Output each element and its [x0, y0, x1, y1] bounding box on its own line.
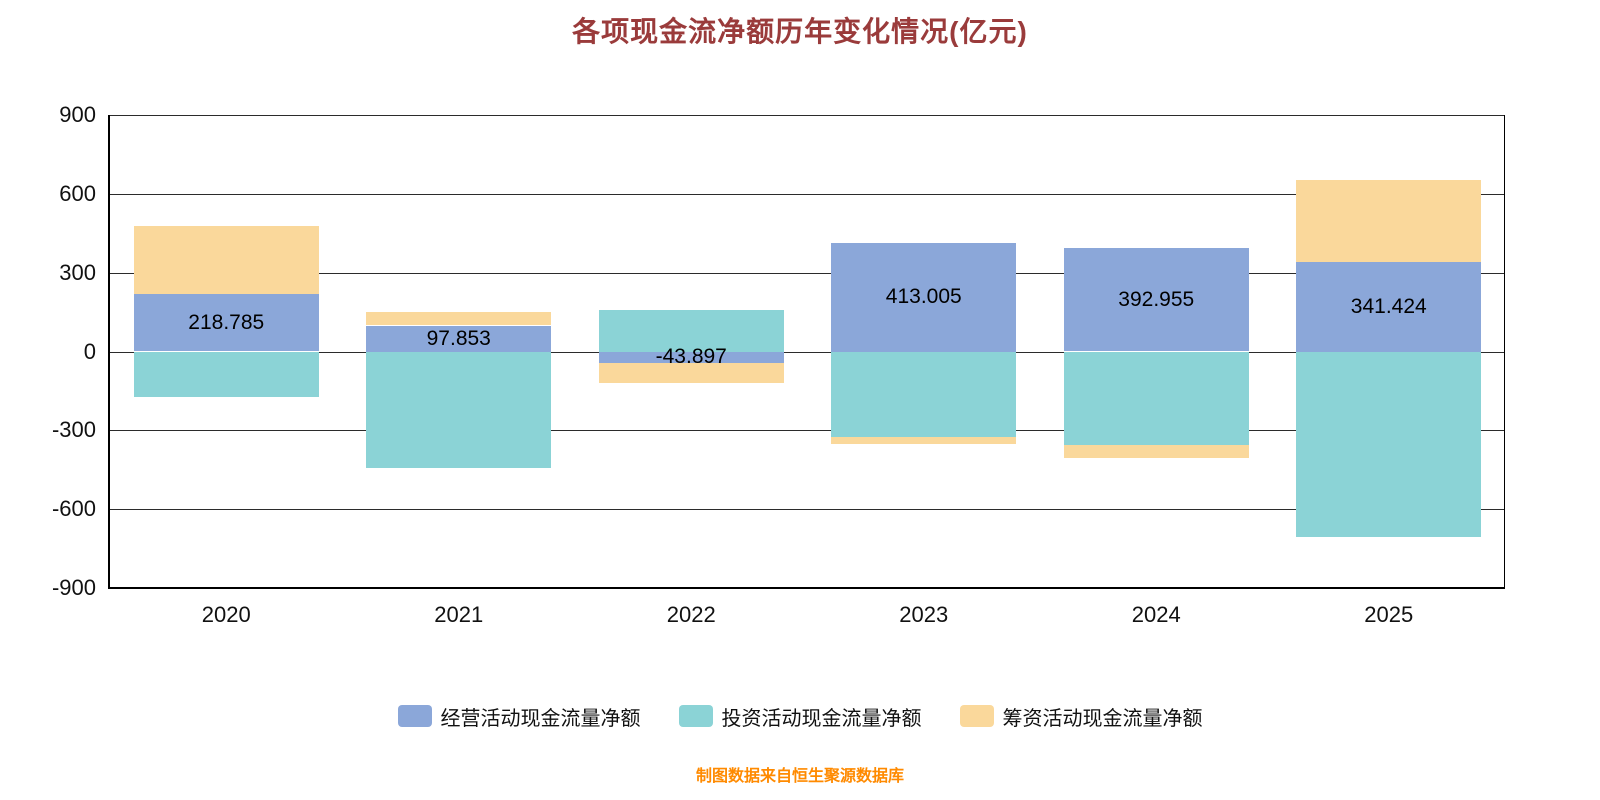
bar-segment-2025 [1296, 262, 1481, 352]
legend-swatch [959, 705, 994, 727]
bar-value-label: -43.897 [655, 345, 727, 369]
gridline [110, 430, 1505, 431]
gridline [110, 194, 1505, 195]
x-axis-tick: 2022 [666, 602, 716, 627]
legend-label: 投资活动现金流量净额 [721, 707, 922, 730]
y-axis-tick: 600 [59, 180, 96, 206]
legend-item: 投资活动现金流量净额 [678, 702, 922, 731]
x-axis-tick: 2025 [1364, 602, 1414, 627]
data-source-note: 制图数据来自恒生聚源数据库 [695, 768, 904, 785]
bar-value-label: 218.785 [188, 310, 265, 334]
bar-segment-2024 [1064, 352, 1249, 446]
y-axis-tick: 900 [59, 102, 96, 127]
x-axis-line [108, 587, 1505, 589]
legend-item: 筹资活动现金流量净额 [959, 702, 1203, 731]
bar-segment-2023 [831, 352, 1016, 437]
bar-segment-2022 [599, 352, 784, 364]
y-axis-tick: -600 [51, 496, 96, 522]
bar-segment-2023 [831, 437, 1016, 444]
y-axis-tick: 300 [59, 259, 96, 285]
legend-label: 筹资活动现金流量净额 [1002, 707, 1203, 730]
x-axis-tick: 2020 [201, 602, 251, 627]
x-axis-tick: 2023 [899, 602, 949, 627]
bar-value-label: 341.424 [1350, 294, 1427, 318]
bar-segment-2023 [831, 243, 1016, 352]
x-axis-tick: 2021 [434, 602, 484, 627]
right-frame-line [1504, 115, 1505, 588]
legend-swatch [678, 705, 713, 727]
bar-segment-2025 [1296, 352, 1481, 537]
bar-segment-2024 [1064, 445, 1249, 458]
y-axis-tick: 0 [83, 338, 96, 364]
bar-value-label: 392.955 [1118, 287, 1195, 311]
plot-area: 218.785 97.853 -43.897 413.005 392.955 341.42… [110, 115, 1505, 589]
bar-segment-2022 [599, 310, 784, 352]
bar-value-label: 97.853 [426, 326, 491, 350]
bar-value-label: 413.005 [885, 285, 962, 309]
y-axis-tick: -900 [51, 575, 96, 600]
x-axis-tick: 2024 [1131, 602, 1181, 627]
legend-label: 经营活动现金流量净额 [440, 707, 641, 730]
bar-segment-2021 [366, 352, 551, 468]
bar-segment-2021 [366, 326, 551, 352]
gridline [110, 115, 1505, 116]
bar-segment-2020 [134, 226, 319, 294]
gridline [110, 273, 1505, 274]
y-axis-line [108, 115, 110, 588]
legend: 经营活动现金流量净额 投资活动现金流量净额 筹资活动现金流量净额 [0, 700, 1600, 732]
bar-segment-2020 [134, 352, 319, 397]
legend-item: 经营活动现金流量净额 [397, 702, 641, 731]
gridline [110, 352, 1505, 353]
legend-swatch [397, 705, 432, 727]
y-axis-tick: -300 [51, 417, 96, 443]
gridline [110, 509, 1505, 510]
bar-segment-2021 [366, 312, 551, 325]
chart-title: 各项现金流净额历年变化情况(亿元) [572, 16, 1028, 47]
bar-segment-2024 [1064, 248, 1249, 351]
bar-segment-2022 [599, 363, 784, 383]
bar-segment-2025 [1296, 180, 1481, 262]
bar-segment-2020 [134, 294, 319, 351]
